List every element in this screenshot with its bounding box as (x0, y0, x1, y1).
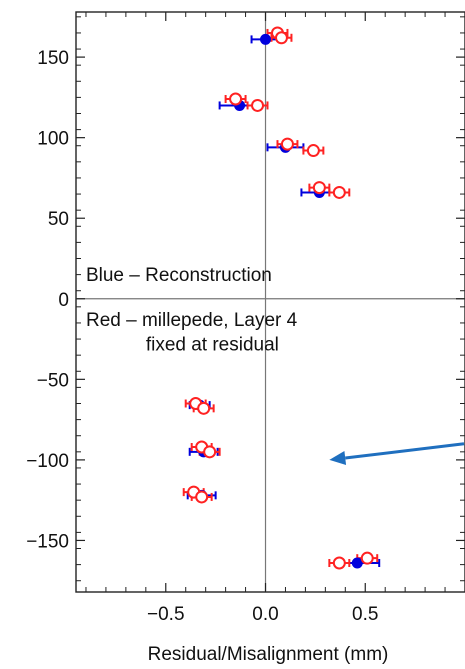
data-point-red (203, 445, 217, 459)
data-point-red (251, 98, 265, 112)
x-tick-label: 0.5 (352, 604, 378, 625)
data-point-red (197, 401, 211, 415)
tick-labels: 150 100 50 0 −50 −100 −150 −0.5 0.0 0.5 (26, 48, 378, 625)
tick-marks (76, 12, 465, 592)
arrow-shaft (345, 442, 465, 460)
y-tick-label: −150 (26, 531, 69, 552)
data-point-red (229, 92, 243, 106)
data-point-red (360, 551, 374, 565)
data-point-red (332, 185, 346, 199)
data-point-red (306, 144, 320, 158)
y-tick-label: 0 (58, 290, 69, 311)
y-tick-label: −50 (37, 370, 69, 391)
arrow-head (329, 451, 347, 465)
plot-frame (75, 11, 465, 593)
data-point-red (312, 181, 326, 195)
annotation-text: fixed at residual (146, 334, 279, 355)
error-bars (182, 28, 381, 567)
annotations: Blue – Reconstruction Red – millepede, La… (86, 265, 298, 355)
data-point-blue (351, 557, 363, 569)
data-point-blue (260, 33, 272, 45)
x-tick-label: −0.5 (147, 604, 185, 625)
annotation-text: Blue – Reconstruction (86, 265, 272, 286)
y-tick-label: 150 (37, 48, 69, 69)
arrow (329, 442, 465, 465)
y-tick-label: −100 (26, 451, 69, 472)
data-point-red (280, 137, 294, 151)
data-point-red (274, 31, 288, 45)
annotation-text: Red – millepede, Layer 4 (86, 310, 298, 331)
data-point-red (332, 556, 346, 570)
x-axis-title: Residual/Misalignment (mm) (148, 644, 389, 665)
y-tick-label: 100 (37, 129, 69, 150)
data-point-red (195, 490, 209, 504)
data-points (187, 26, 374, 570)
x-tick-label: 0.0 (252, 604, 278, 625)
y-tick-label: 50 (48, 209, 69, 230)
